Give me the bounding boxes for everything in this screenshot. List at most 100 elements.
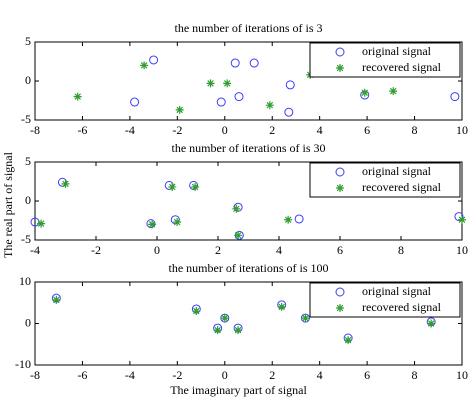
legend-marker: [336, 184, 344, 192]
plot-title: the number of iterations of is 30: [172, 141, 326, 155]
x-tick-label: 4: [276, 243, 282, 257]
legend-box: [309, 162, 461, 198]
x-tick-label: 2: [215, 243, 221, 257]
x-tick-label: 6: [364, 368, 370, 382]
x-tick-label: -2: [91, 243, 101, 257]
recovered-point: [232, 204, 241, 213]
legend-item: original signal: [335, 284, 432, 298]
original-point: [234, 92, 244, 102]
legend-label: recovered signal: [362, 300, 442, 314]
y-tick-label: -10: [15, 357, 31, 371]
x-tick-label: 10: [456, 123, 468, 137]
recovered-point: [265, 101, 274, 110]
recovered-point: [360, 88, 369, 97]
x-tick-label: 4: [317, 368, 323, 382]
recovered-point: [173, 218, 182, 227]
original-point: [284, 107, 294, 117]
series: [130, 55, 460, 117]
x-tick-label: 10: [456, 368, 468, 382]
legend-box: [309, 282, 461, 318]
x-tick-label: -8: [30, 368, 40, 382]
original-point: [216, 97, 226, 107]
recovered-point: [175, 105, 184, 114]
legend-marker: [336, 304, 344, 312]
x-tick-label: 4: [317, 123, 323, 137]
original-point: [249, 58, 259, 68]
x-tick-label: 6: [364, 123, 370, 137]
legend-label: original signal: [362, 164, 432, 178]
recovered-point: [61, 179, 70, 188]
x-tick-label: -8: [30, 123, 40, 137]
series: [37, 179, 466, 240]
legend-label: original signal: [362, 44, 432, 58]
y-tick-label: 0: [25, 315, 31, 329]
x-tick-label: 8: [412, 123, 418, 137]
legend-item: original signal: [335, 164, 432, 178]
original-point: [450, 92, 460, 102]
original-point: [285, 80, 295, 90]
recovered-point: [192, 307, 201, 316]
x-tick-label: 10: [456, 243, 468, 257]
x-tick-label: -6: [77, 368, 87, 382]
original-point: [230, 58, 240, 68]
x-tick-label: 0: [222, 368, 228, 382]
recovered-point: [234, 231, 243, 240]
recovered-point: [344, 336, 353, 345]
original-point: [149, 55, 159, 65]
series: [52, 295, 436, 345]
recovered-point: [148, 220, 157, 229]
recovered-point: [168, 182, 177, 191]
x-tick-label: 0: [154, 243, 160, 257]
legend-marker: [336, 64, 344, 72]
y-tick-label: -5: [21, 232, 31, 246]
x-axis-label: The imaginary part of signal: [170, 383, 307, 397]
legend-item: original signal: [335, 44, 432, 58]
legend-label: recovered signal: [362, 60, 442, 74]
recovered-point: [301, 314, 310, 323]
recovered-point: [206, 79, 215, 88]
recovered-point: [427, 319, 436, 328]
original-point: [130, 97, 140, 107]
recovered-point: [223, 79, 232, 88]
x-tick-label: 2: [269, 368, 275, 382]
y-axis-label: The real part of signal: [1, 151, 15, 258]
recovered-point: [73, 92, 82, 101]
legend-marker: [335, 47, 345, 57]
plot-title: the number of iterations of is 100: [169, 261, 329, 275]
original-point: [294, 214, 304, 224]
legend-marker: [335, 287, 345, 297]
x-tick-label: -4: [30, 243, 40, 257]
recovered-point: [284, 215, 293, 224]
recovered-point: [277, 302, 286, 311]
legend-label: recovered signal: [362, 180, 442, 194]
plot-title: the number of iterations of is 3: [175, 21, 323, 35]
x-tick-label: -6: [77, 123, 87, 137]
recovered-point: [458, 215, 466, 224]
x-tick-label: -2: [172, 123, 182, 137]
x-tick-label: -4: [125, 368, 135, 382]
x-tick-label: 2: [269, 123, 275, 137]
y-tick-label: 10: [19, 274, 31, 288]
legend-box: [309, 42, 461, 78]
recovered-point: [140, 61, 149, 70]
original-point: [189, 180, 199, 190]
legend-item: recovered signal: [336, 60, 442, 74]
x-tick-label: 8: [412, 368, 418, 382]
legend-marker: [335, 167, 345, 177]
x-tick-label: 8: [398, 243, 404, 257]
recovered-point: [234, 326, 243, 335]
recovered-point: [389, 87, 398, 96]
recovered-point: [37, 219, 46, 228]
original-point: [146, 219, 156, 229]
x-tick-label: 0: [222, 123, 228, 137]
legend-item: recovered signal: [336, 180, 442, 194]
recovered-point: [220, 314, 229, 323]
y-tick-label: 5: [25, 154, 31, 168]
x-tick-label: -2: [172, 368, 182, 382]
y-tick-label: 0: [25, 193, 31, 207]
y-tick-label: -5: [21, 112, 31, 126]
recovered-point: [213, 326, 222, 335]
x-tick-label: 6: [337, 243, 343, 257]
y-tick-label: 0: [25, 73, 31, 87]
